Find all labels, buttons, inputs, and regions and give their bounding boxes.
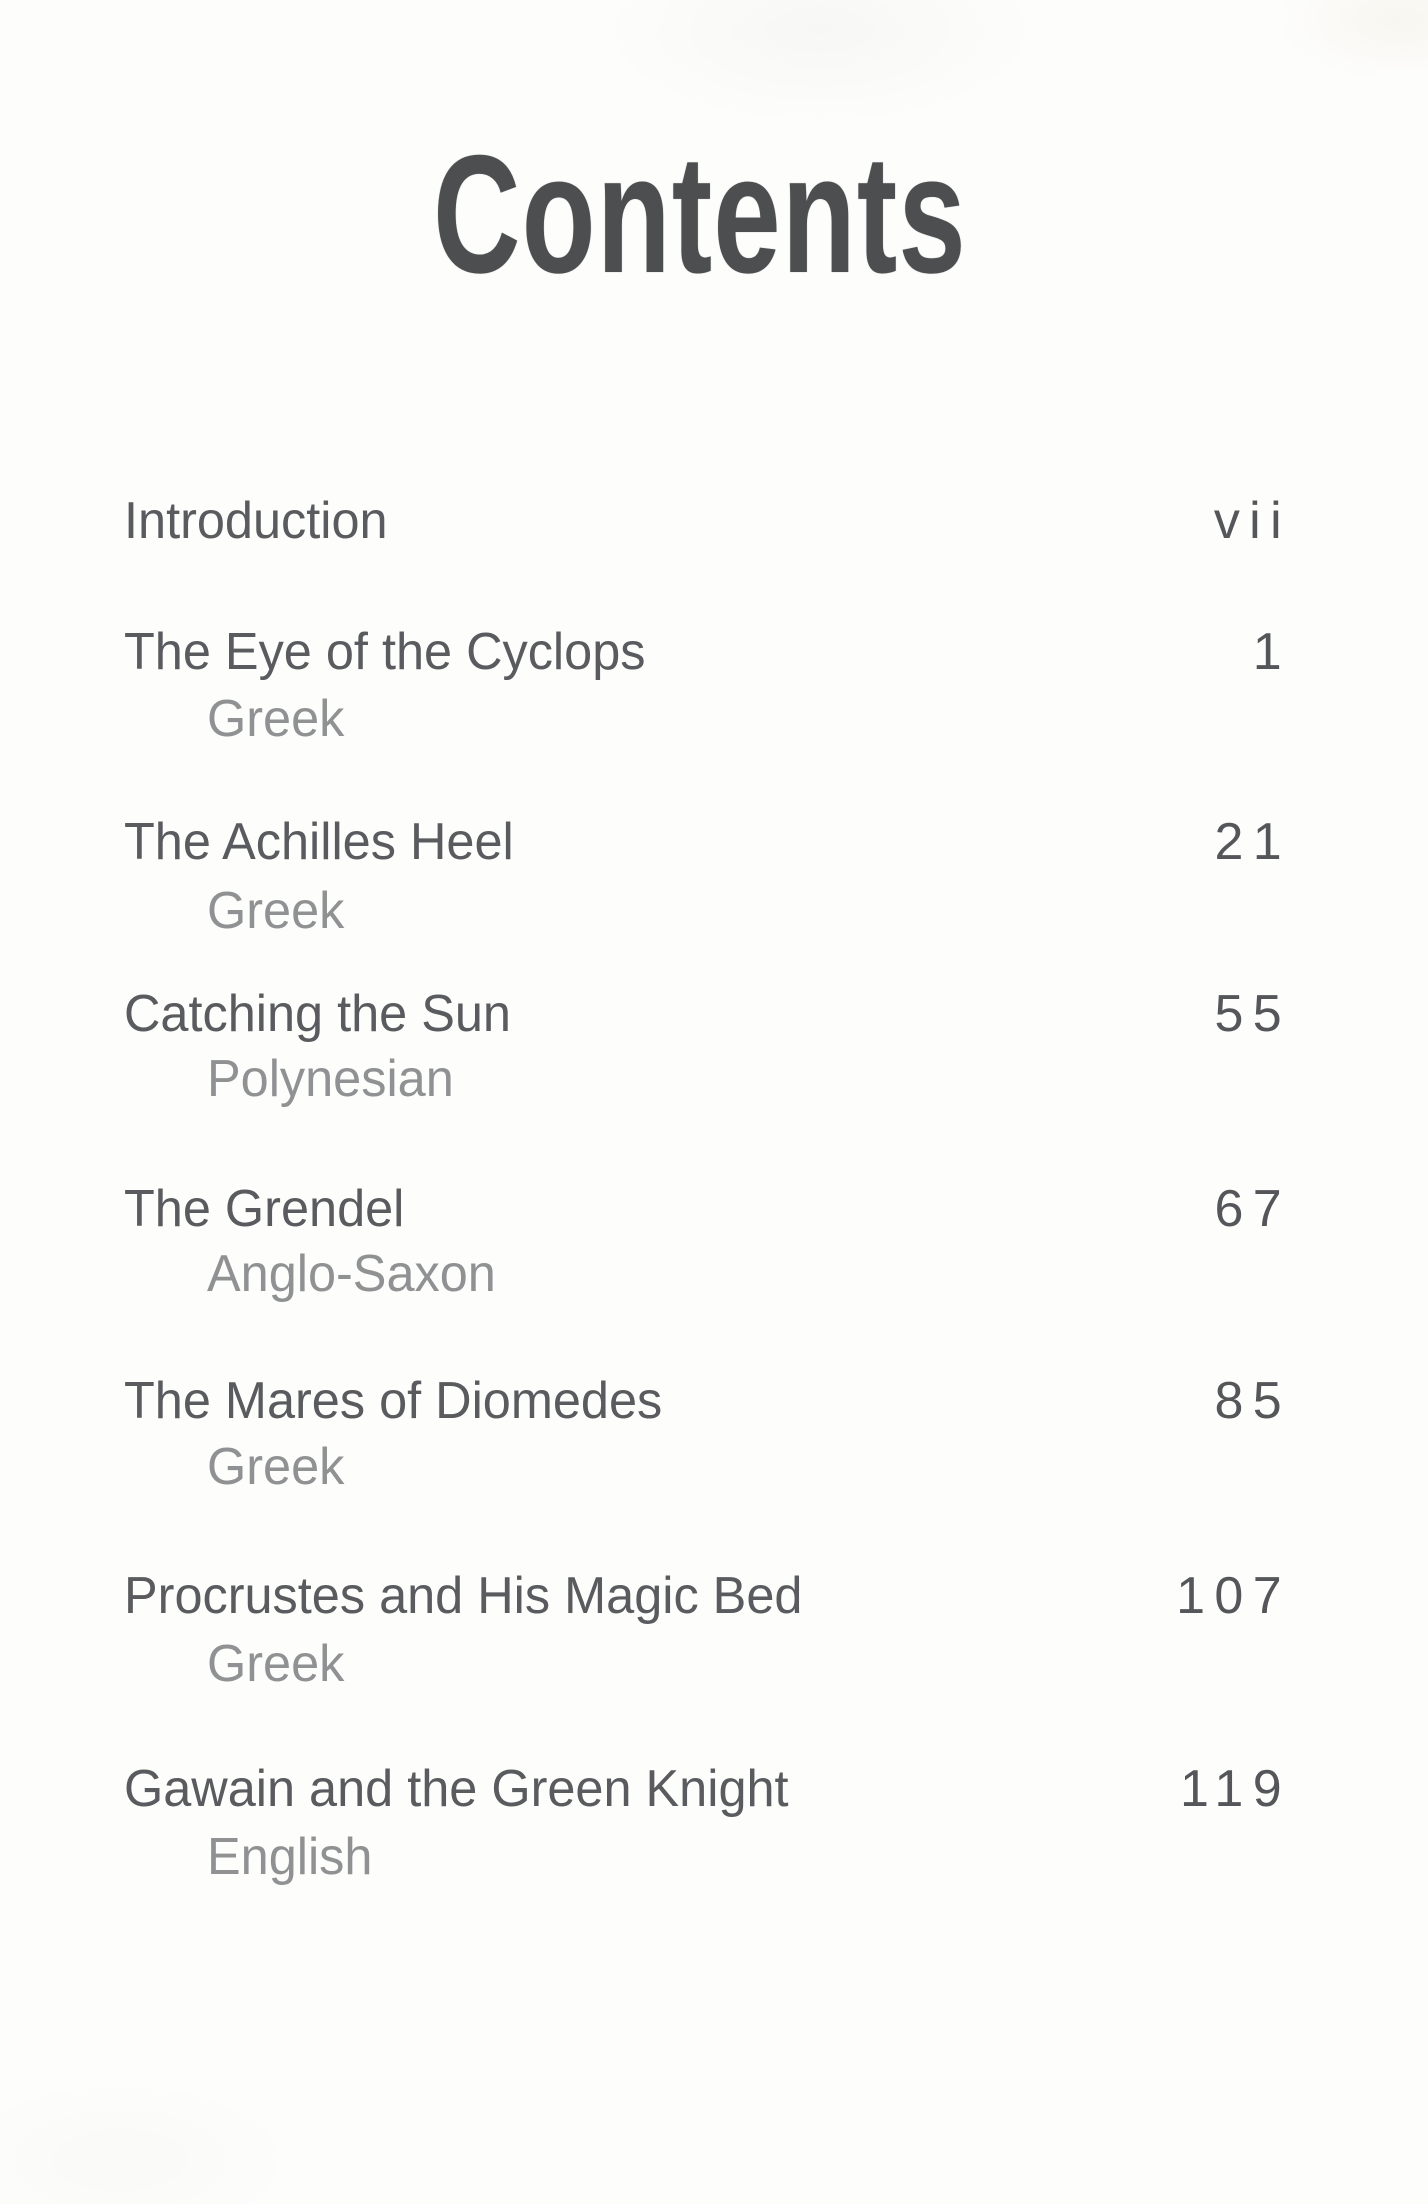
toc-entry: The Eye of the Cyclops 1 [0, 626, 1428, 690]
toc-entry-title: Gawain and the Green Knight [124, 1760, 789, 1818]
toc-entry: The Mares of Diomedes 85 [0, 1375, 1428, 1439]
toc-entry-page-number: 119 [1180, 1760, 1291, 1818]
toc-entry-page-number: 1 [1252, 623, 1291, 681]
toc-entry-title: The Eye of the Cyclops [124, 623, 646, 681]
toc-entry-page-number: 107 [1176, 1567, 1291, 1625]
toc-entry-page-number: 67 [1214, 1180, 1291, 1238]
toc-entry-title: The Grendel [124, 1180, 405, 1238]
toc-entry-origin: Greek [207, 690, 345, 748]
toc-entry-origin: Anglo-Saxon [207, 1245, 496, 1303]
toc-entry: The Grendel 67 [0, 1183, 1428, 1247]
toc-entry-title: Introduction [124, 492, 388, 550]
toc-entry-origin: Greek [207, 882, 345, 940]
toc-entry: Introduction vii [0, 495, 1428, 559]
toc-entry-origin: English [207, 1828, 373, 1886]
toc-entry-page-number: 55 [1214, 985, 1291, 1043]
toc-entry-page-number: vii [1213, 492, 1291, 550]
toc-entry: Procrustes and His Magic Bed 107 [0, 1570, 1428, 1634]
toc-entry-title: The Achilles Heel [124, 813, 514, 871]
toc-entry-origin: Polynesian [207, 1050, 454, 1108]
toc-entry: Gawain and the Green Knight 119 [0, 1763, 1428, 1827]
toc-entry: The Achilles Heel 21 [0, 816, 1428, 880]
page-title: Contents [433, 120, 967, 308]
toc-entry: Catching the Sun 55 [0, 988, 1428, 1052]
toc-entry-page-number: 21 [1214, 813, 1291, 871]
toc-entry-title: The Mares of Diomedes [124, 1372, 663, 1430]
toc-entry-page-number: 85 [1214, 1372, 1291, 1430]
toc-entry-title: Procrustes and His Magic Bed [124, 1567, 803, 1625]
toc-entry-origin: Greek [207, 1635, 345, 1693]
toc-entry-origin: Greek [207, 1438, 345, 1496]
toc-entry-title: Catching the Sun [124, 985, 511, 1043]
